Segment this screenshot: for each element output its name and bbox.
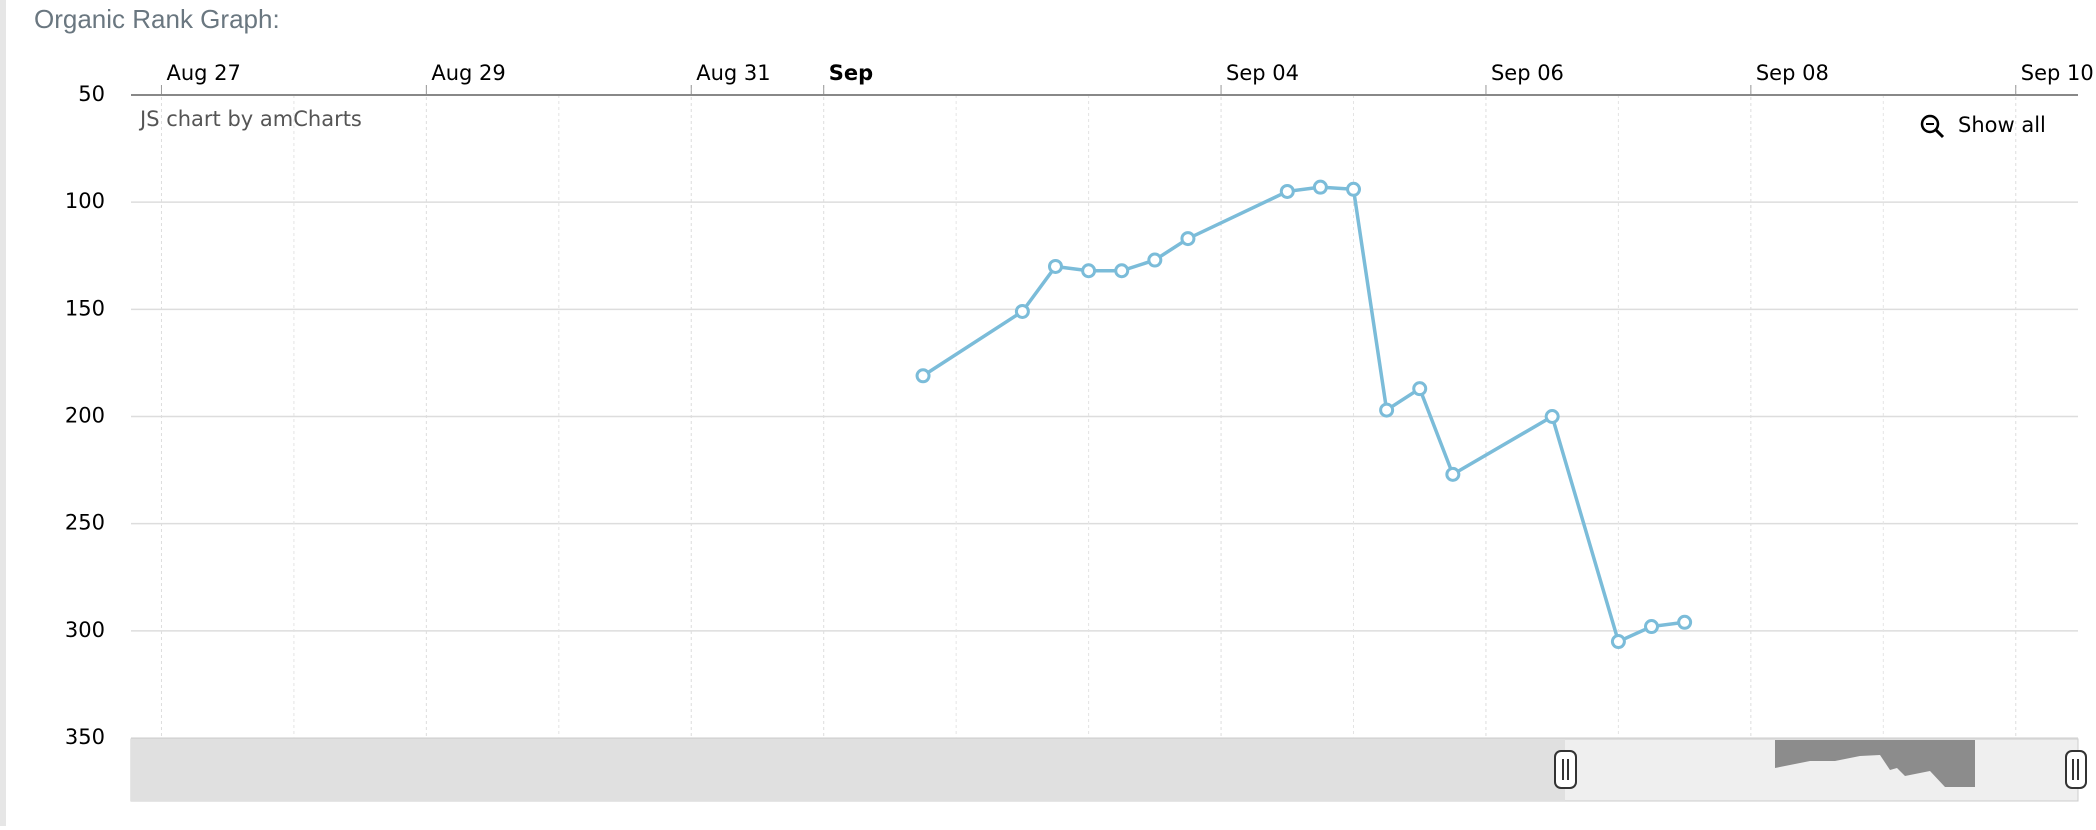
zoom-icon-handle xyxy=(1934,128,1945,139)
credit: JS chart by amCharts xyxy=(138,107,362,131)
x-tick-label: Aug 31 xyxy=(696,61,770,85)
scrollbar-handle[interactable] xyxy=(1554,750,1577,789)
x-tick-label: Sep xyxy=(829,61,873,85)
left-border xyxy=(0,0,6,826)
data-point xyxy=(915,368,931,384)
data-point xyxy=(1412,381,1428,397)
zoom-icon xyxy=(1920,114,1940,134)
data-point xyxy=(1312,179,1328,195)
y-tick-label: 200 xyxy=(65,404,105,428)
zoom-label[interactable]: Show all xyxy=(1958,113,2046,137)
x-tick-label: Sep 10 xyxy=(2021,61,2094,85)
x-tick-label: Sep 08 xyxy=(1756,61,1829,85)
x-tick-label: Aug 27 xyxy=(166,61,240,85)
data-point xyxy=(1610,634,1626,650)
x-tick-label: Sep 06 xyxy=(1491,61,1564,85)
y-tick-label: 150 xyxy=(65,296,105,320)
scrollbar-preview xyxy=(1775,740,1975,787)
data-point xyxy=(1180,231,1196,247)
y-tick-label: 50 xyxy=(78,82,105,106)
scrollbar-handle[interactable] xyxy=(2065,750,2087,789)
series-line xyxy=(922,185,1685,644)
y-tick-label: 250 xyxy=(65,511,105,535)
data-point xyxy=(1644,619,1660,635)
data-point xyxy=(1081,263,1097,279)
y-tick-label: 300 xyxy=(65,618,105,642)
data-point xyxy=(1544,409,1560,424)
scrollbar[interactable] xyxy=(130,738,2087,802)
zoom-out-button[interactable]: Show all xyxy=(1920,113,2046,139)
scrollbar-unselected xyxy=(131,739,1565,801)
data-point xyxy=(1379,402,1395,418)
data-point xyxy=(1677,614,1693,630)
data-point xyxy=(1014,303,1030,319)
x-tick-label: Sep 04 xyxy=(1226,61,1299,85)
y-tick-label: 350 xyxy=(65,725,105,749)
y-tick-label: 100 xyxy=(65,189,105,213)
x-tick-label: Aug 29 xyxy=(431,61,505,85)
data-point xyxy=(1346,181,1362,197)
data-point xyxy=(1279,183,1295,199)
data-point xyxy=(1047,258,1063,274)
data-point xyxy=(1114,263,1130,279)
chart-title: Organic Rank Graph: xyxy=(34,4,280,34)
data-point xyxy=(1445,466,1461,482)
data-point xyxy=(1147,252,1163,268)
